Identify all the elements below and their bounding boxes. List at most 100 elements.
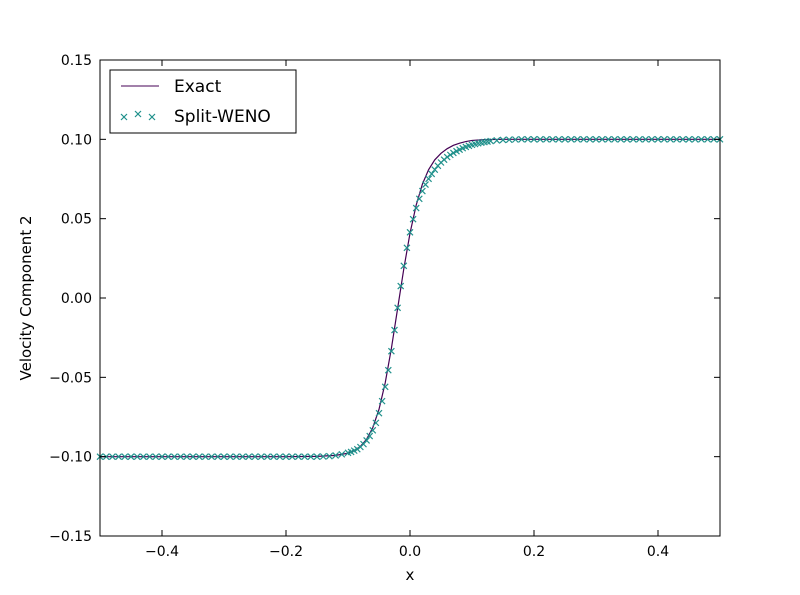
y-tick-label: 0.05 xyxy=(61,212,92,228)
x-tick-label: −0.2 xyxy=(269,544,303,560)
series-weno-point xyxy=(412,204,420,212)
series-weno-point xyxy=(400,262,408,270)
series-weno-point xyxy=(555,135,563,143)
series-weno-point xyxy=(611,135,619,143)
series-weno-point xyxy=(195,453,203,461)
series-weno-point xyxy=(623,135,631,143)
legend-weno-marker xyxy=(120,113,128,121)
series-weno-point xyxy=(446,151,454,159)
y-tick-label: −0.15 xyxy=(49,529,92,545)
series-weno-point xyxy=(294,453,302,461)
series-weno-point xyxy=(443,153,451,161)
series-weno-point xyxy=(282,453,290,461)
series-weno-point xyxy=(307,453,315,461)
series-weno-point xyxy=(139,453,147,461)
series-weno-point xyxy=(319,453,327,460)
series-weno-point xyxy=(586,135,594,143)
series-weno-point xyxy=(146,453,154,461)
series-weno-point xyxy=(108,453,116,461)
series-weno-point xyxy=(391,326,398,334)
series-weno-point xyxy=(666,135,674,143)
legend-weno-marker xyxy=(148,113,156,121)
series-weno-point xyxy=(226,453,234,461)
series-weno-point xyxy=(375,409,383,417)
series-weno-point xyxy=(428,170,436,178)
series-weno-point xyxy=(201,453,209,461)
series-weno-point xyxy=(208,453,216,461)
series-weno-point xyxy=(372,419,380,427)
series-weno-point xyxy=(332,451,340,459)
y-tick-label: 0.10 xyxy=(61,132,92,148)
series-weno-point xyxy=(384,366,392,374)
y-tick-label: −0.05 xyxy=(49,370,92,386)
legend: Exact Split-WENO xyxy=(109,69,297,134)
series-weno-point xyxy=(542,135,550,143)
x-tick-label: 0.0 xyxy=(399,544,421,560)
series-weno-point xyxy=(635,135,643,143)
x-tick-label: 0.4 xyxy=(647,544,669,560)
series-weno-point xyxy=(394,304,402,312)
series-weno-point xyxy=(276,453,284,461)
series-weno-point xyxy=(121,453,129,461)
series-weno-point xyxy=(573,135,581,143)
series-weno-point xyxy=(239,453,247,461)
series-weno-point xyxy=(301,453,309,461)
y-tick-label: −0.10 xyxy=(49,450,92,466)
series-weno-point xyxy=(524,135,532,143)
series-weno-point xyxy=(158,453,166,461)
series-weno-point xyxy=(425,175,433,183)
x-tick-label: −0.4 xyxy=(145,544,179,560)
plot-layer xyxy=(96,135,724,461)
series-weno-point xyxy=(409,215,417,223)
series-weno-point xyxy=(691,135,699,143)
series-weno-point xyxy=(288,453,296,461)
series-weno-point xyxy=(189,453,197,461)
series-weno-point xyxy=(245,453,253,461)
series-weno-point xyxy=(660,135,668,143)
series-weno-point xyxy=(518,135,526,143)
series-weno-point xyxy=(378,397,386,405)
series-weno-point xyxy=(214,453,222,461)
series-weno-point xyxy=(673,135,681,143)
series-weno-point xyxy=(679,135,687,143)
series-weno-point xyxy=(422,181,429,188)
series-weno-point xyxy=(397,282,405,290)
series-weno-point xyxy=(353,445,361,453)
series-weno-point xyxy=(251,453,259,461)
series-weno-point xyxy=(102,453,110,461)
series-weno-point xyxy=(561,135,569,143)
legend-weno-markers xyxy=(120,110,156,121)
series-weno-point xyxy=(127,453,135,461)
series-weno-point xyxy=(710,135,718,143)
series-weno-point xyxy=(493,137,501,144)
legend-exact-label: Exact xyxy=(174,77,222,97)
series-weno-point xyxy=(220,453,228,461)
series-weno-point xyxy=(415,195,423,203)
series-weno-point xyxy=(549,135,557,143)
series-weno-point xyxy=(270,453,278,461)
series-weno-point xyxy=(654,135,662,143)
series-weno-point xyxy=(505,136,513,144)
series-weno-point xyxy=(536,135,544,143)
series-weno-point xyxy=(263,453,271,461)
series-weno-point xyxy=(530,135,538,143)
series-weno-point xyxy=(567,135,575,143)
legend-box xyxy=(109,69,297,134)
y-tick-label: 0.15 xyxy=(61,53,92,69)
series-weno-point xyxy=(499,136,507,144)
series-weno-point xyxy=(406,228,414,236)
x-axis-label: x xyxy=(406,566,415,584)
series-weno-point xyxy=(313,453,321,461)
series-weno-point xyxy=(604,135,612,143)
series-weno-point xyxy=(177,453,185,461)
series-weno-point xyxy=(325,452,333,460)
series-weno-point xyxy=(183,453,191,461)
legend-weno-marker xyxy=(134,110,142,118)
series-weno-point xyxy=(257,453,265,461)
series-weno-point xyxy=(152,453,160,461)
series-weno-point xyxy=(685,135,693,143)
series-weno-point xyxy=(704,135,712,143)
series-weno-point xyxy=(648,135,656,143)
x-tick-label: 0.2 xyxy=(523,544,545,560)
